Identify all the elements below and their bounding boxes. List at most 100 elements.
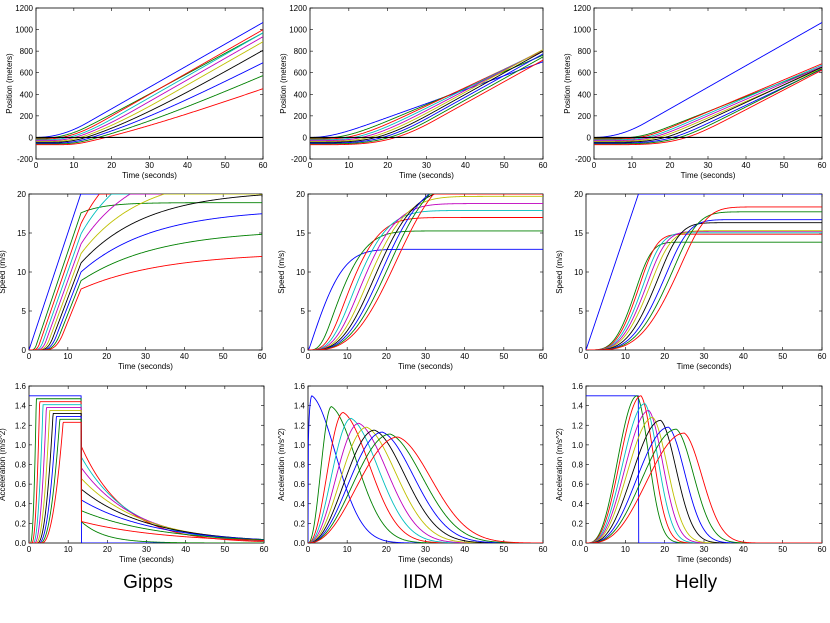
x-tick-label: 60 xyxy=(258,352,267,361)
y-tick-label: 5 xyxy=(579,307,584,316)
helly-speed-series-9 xyxy=(586,211,822,350)
helly-position-series-7 xyxy=(594,66,822,143)
iidm-speed-ylabel: Speed (m/s) xyxy=(277,250,286,294)
x-tick-label: 40 xyxy=(181,545,190,554)
x-tick-label: 50 xyxy=(220,545,229,554)
gipps-position-series-7 xyxy=(36,49,263,143)
gipps-speed-series-5 xyxy=(29,194,262,350)
helly-acceleration-axes: 0 10 20 30 40 50 60 0.0 0.2 0.4 0.6 0.8 1.0 1.2 1.4 1.6… xyxy=(555,382,827,564)
helly-position-series-5 xyxy=(594,66,822,142)
y-tick-label: 800 xyxy=(294,47,308,56)
x-tick-label: 60 xyxy=(259,161,268,170)
gipps-acceleration-series-9 xyxy=(29,418,264,543)
helly-position-series-group xyxy=(594,22,822,146)
helly-speed-xlabel: Time (seconds) xyxy=(677,362,732,371)
x-tick-label: 10 xyxy=(63,352,72,361)
y-tick-label: 0.2 xyxy=(294,519,306,528)
model-label-helly: Helly xyxy=(674,572,718,593)
gipps-position-series-8 xyxy=(36,62,263,144)
x-tick-label: 20 xyxy=(660,545,669,554)
helly-position-ylabel: Position (meters) xyxy=(563,53,572,114)
gipps-speed-series-4 xyxy=(29,194,262,350)
helly-acceleration-series-group xyxy=(586,395,822,543)
x-tick-label: 10 xyxy=(69,161,78,170)
y-tick-label: 0.4 xyxy=(15,500,27,509)
y-tick-label: 20 xyxy=(574,190,583,199)
y-tick-label: 1000 xyxy=(573,26,591,35)
x-tick-label: 0 xyxy=(584,545,589,554)
helly-acceleration-series-9 xyxy=(586,428,822,543)
gipps-speed-series-6 xyxy=(29,194,262,350)
x-tick-label: 30 xyxy=(142,545,151,554)
iidm-speed-series-9 xyxy=(308,194,543,350)
iidm-position-xlabel: Time (seconds) xyxy=(399,171,454,180)
x-tick-label: 40 xyxy=(739,545,748,554)
x-tick-label: 10 xyxy=(344,161,353,170)
y-tick-label: 1.0 xyxy=(15,441,27,450)
iidm-speed-series-5 xyxy=(308,203,543,350)
iidm-acceleration-series-10 xyxy=(308,436,543,543)
y-tick-label: 0.0 xyxy=(15,539,27,548)
y-tick-label: 200 xyxy=(20,112,34,121)
y-tick-label: -200 xyxy=(17,155,34,164)
helly-acceleration-series-7 xyxy=(586,419,822,543)
helly-speed-series-7 xyxy=(586,222,822,350)
iidm-position-series-2 xyxy=(310,54,543,139)
gipps-position-axes: 0 10 20 30 40 50 60-200020040060080010001200Ti… xyxy=(5,4,268,180)
y-tick-label: 15 xyxy=(574,229,583,238)
x-tick-label: 40 xyxy=(460,545,469,554)
iidm-position-series-8 xyxy=(310,53,543,144)
y-tick-label: 0 xyxy=(22,346,27,355)
x-tick-label: 0 xyxy=(34,161,39,170)
helly-acceleration-series-8 xyxy=(586,426,822,543)
y-tick-label: 600 xyxy=(294,69,308,78)
y-tick-label: 1.4 xyxy=(15,402,27,411)
y-tick-label: 5 xyxy=(22,307,27,316)
model-label-gipps: Gipps xyxy=(123,572,173,593)
y-tick-label: 600 xyxy=(578,69,592,78)
gipps-speed-ylabel: Speed (m/s) xyxy=(0,250,7,294)
gipps-acceleration-series-10 xyxy=(29,421,264,543)
x-tick-label: 50 xyxy=(499,352,508,361)
x-tick-label: 20 xyxy=(660,352,669,361)
x-tick-label: 30 xyxy=(421,545,430,554)
x-tick-label: 20 xyxy=(383,161,392,170)
y-tick-label: 1.0 xyxy=(294,441,306,450)
iidm-acceleration-axes: 0 10 20 30 40 50 60 0.0 0.2 0.4 0.6 0.8 1.0 1.2 1.4 1.6… xyxy=(277,382,548,564)
y-tick-label: 1.6 xyxy=(15,382,27,391)
y-tick-label: 1200 xyxy=(15,4,33,13)
helly-speed-series-1 xyxy=(586,194,822,350)
iidm-position-series-5 xyxy=(310,49,543,142)
x-tick-label: 20 xyxy=(382,545,391,554)
x-tick-label: 10 xyxy=(628,161,637,170)
iidm-acceleration-series-5 xyxy=(308,422,543,543)
y-tick-label: 0.4 xyxy=(294,500,306,509)
x-tick-label: 30 xyxy=(704,161,713,170)
y-tick-label: 20 xyxy=(17,190,26,199)
x-tick-label: 20 xyxy=(107,161,116,170)
helly-acceleration-series-3 xyxy=(586,395,822,543)
y-tick-label: 0.6 xyxy=(572,480,584,489)
y-tick-label: 0.6 xyxy=(15,480,27,489)
iidm-position-series-7 xyxy=(310,50,543,143)
gipps-acceleration-axes: 0 10 20 30 40 50 60 0.0 0.2 0.4 0.6 0.8 1.0 1.2 1.4 1.6… xyxy=(0,382,269,564)
gipps-position-series-group xyxy=(36,22,263,146)
x-tick-label: 60 xyxy=(818,545,827,554)
x-tick-label: 50 xyxy=(219,352,228,361)
y-tick-label: 0.6 xyxy=(294,480,306,489)
helly-position-series-4 xyxy=(594,64,822,141)
x-tick-label: 40 xyxy=(739,352,748,361)
x-tick-label: 60 xyxy=(818,161,827,170)
gipps-acceleration-xlabel: Time (seconds) xyxy=(119,555,174,564)
y-tick-label: 0.2 xyxy=(572,519,584,528)
helly-position-xlabel: Time (seconds) xyxy=(681,171,736,180)
y-tick-label: 15 xyxy=(296,229,305,238)
helly-acceleration-series-1 xyxy=(586,395,822,543)
iidm-speed-series-group xyxy=(308,194,543,350)
x-tick-label: 40 xyxy=(461,161,470,170)
x-tick-label: 50 xyxy=(499,545,508,554)
helly-speed-series-6 xyxy=(586,230,822,350)
helly-speed-series-group xyxy=(586,194,822,350)
x-tick-label: 30 xyxy=(422,161,431,170)
